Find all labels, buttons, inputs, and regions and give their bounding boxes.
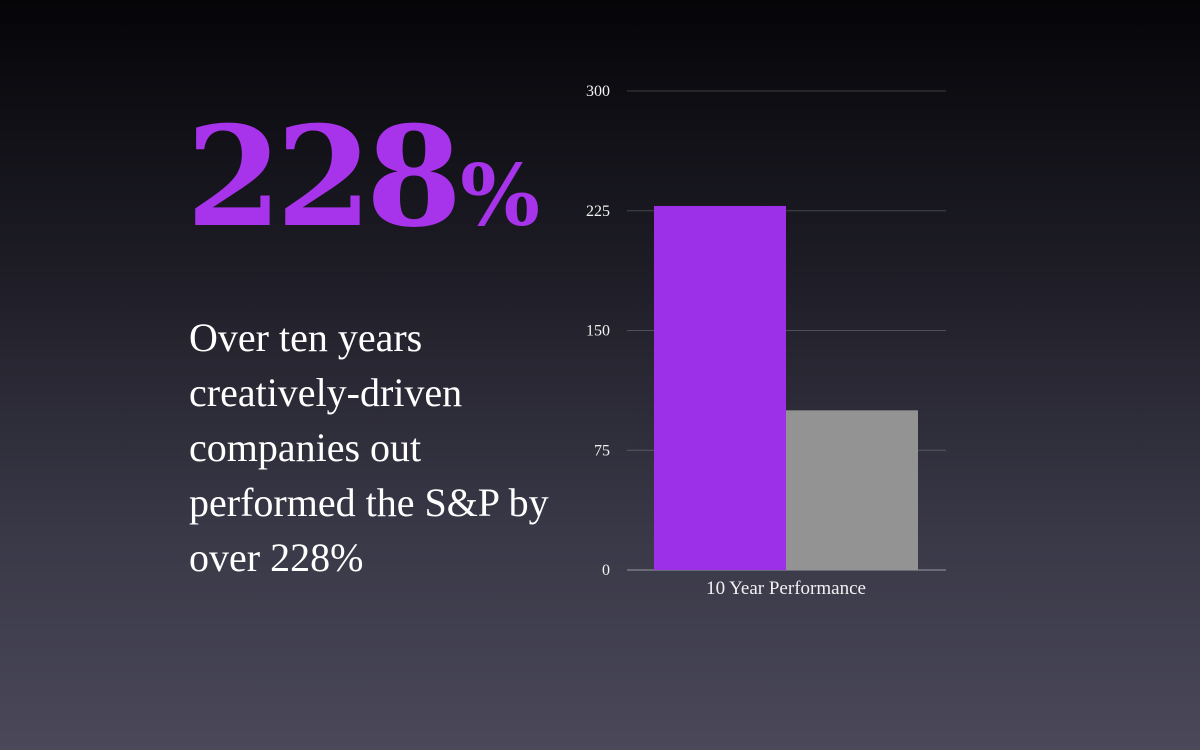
- headline-value: 228: [186, 95, 462, 258]
- y-tick-label-300: 300: [586, 83, 610, 100]
- x-category-label: 10 Year Performance: [706, 578, 866, 599]
- performance-chart: 0 75 150 225 300 10 Year Performance: [560, 60, 980, 620]
- bar-series-2: [786, 410, 918, 570]
- y-tick-label-225: 225: [586, 203, 610, 220]
- bar-series-1: [654, 205, 786, 570]
- chart-svg: 0 75 150 225 300 10 Year Performance: [586, 83, 946, 599]
- y-tick-label-150: 150: [586, 323, 610, 340]
- y-tick-label-0: 0: [602, 562, 610, 579]
- y-tick-label-75: 75: [594, 442, 610, 459]
- headline-stat: 228%: [186, 108, 540, 246]
- headline-percent-sign: %: [460, 146, 540, 245]
- body-text: Over ten years creatively-driven compani…: [189, 315, 549, 580]
